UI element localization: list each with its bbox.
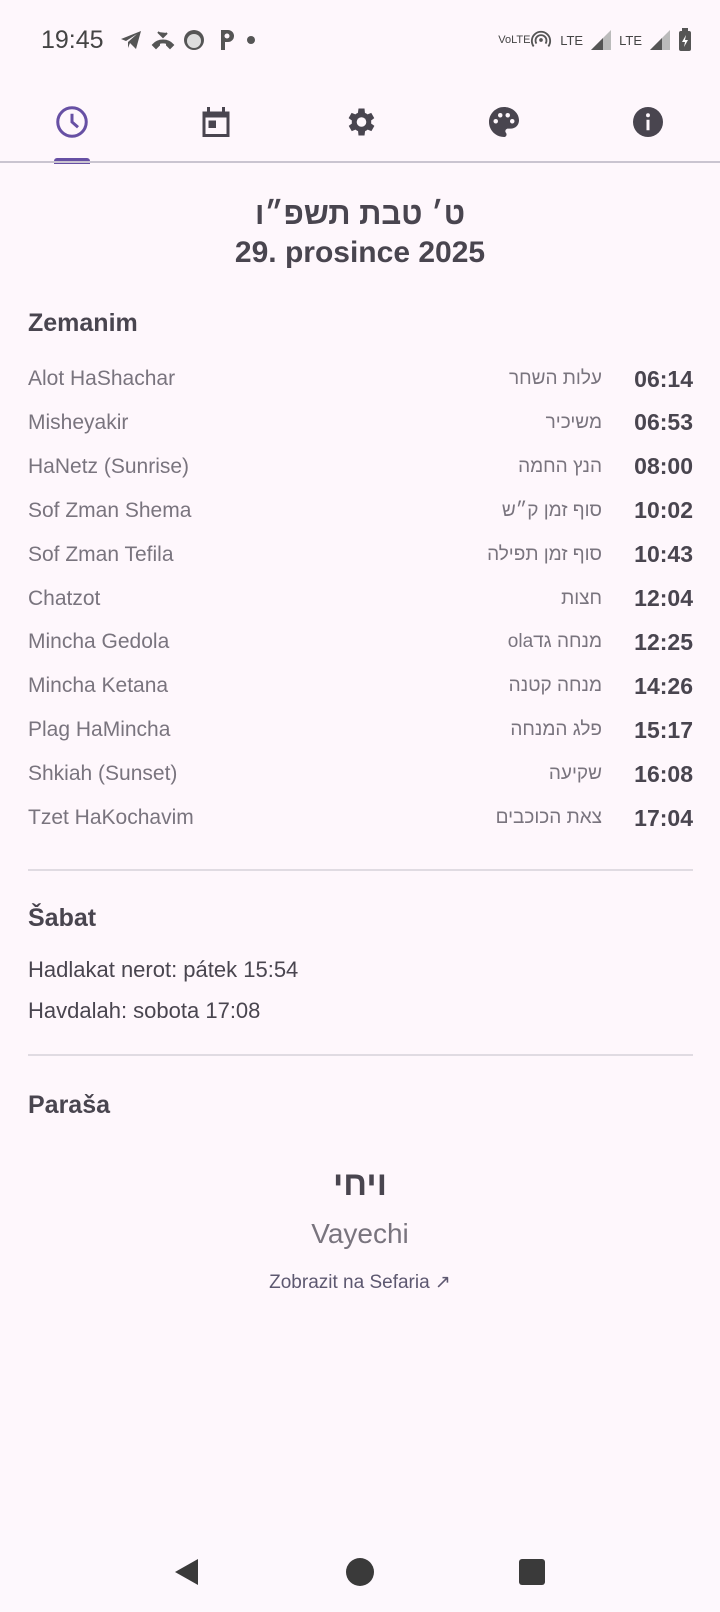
- gregorian-date: 29. prosince 2025: [234, 236, 486, 269]
- back-icon[interactable]: [172, 1557, 202, 1587]
- zman-name: HaNetz (Sunrise): [28, 454, 190, 478]
- zman-hebrew: פלג המנחה: [510, 719, 602, 741]
- zman-name: Shkiah (Sunset): [28, 762, 178, 786]
- havdalah: Havdalah: sobota 17:08: [28, 998, 261, 1023]
- zman-hebrew: משיכיר: [545, 411, 602, 433]
- tab-theme[interactable]: [432, 90, 576, 162]
- hotspot-icon: [531, 30, 552, 47]
- p-app-icon: [221, 30, 234, 50]
- zman-hebrew: עלות השחר: [508, 368, 602, 389]
- zman-name: Tzet HaKochavim: [28, 806, 194, 829]
- zman-name: Mincha Gedola: [28, 630, 170, 654]
- zman-row: Plag HaMincha פלג המנחה 15:17: [28, 708, 693, 752]
- zman-time: 12:04: [634, 585, 693, 611]
- zman-row: HaNetz (Sunrise) הנץ החמה 08:00: [28, 445, 693, 489]
- status-bar: 19:45 VoLTE LTE LTE: [0, 22, 720, 58]
- zman-hebrew: הנץ החמה: [518, 455, 602, 477]
- zman-hebrew: סוף זמן תפילה: [487, 543, 602, 565]
- clock-icon: [56, 106, 88, 138]
- zman-row: Sof Zman Shema סוף זמן ק״ש 10:02: [28, 489, 693, 533]
- recents-icon[interactable]: [518, 1558, 546, 1586]
- signal-icon: [650, 30, 670, 50]
- sefaria-link[interactable]: Zobrazit na Sefaria ↗: [269, 1272, 451, 1293]
- zman-name: Mincha Ketana: [28, 674, 169, 698]
- shabbat-heading: Šabat: [28, 904, 97, 932]
- tab-divider: [0, 161, 720, 163]
- zemanim-heading: Zemanim: [28, 309, 138, 337]
- zman-time: 10:43: [634, 541, 693, 568]
- zman-row: Misheyakir משיכיר 06:53: [28, 401, 693, 445]
- missed-call-icon: [151, 31, 175, 50]
- zman-name: Sof Zman Tefila: [28, 542, 174, 566]
- tab-times[interactable]: [0, 90, 144, 164]
- zman-time: 14:26: [634, 672, 693, 699]
- zman-time: 15:17: [634, 716, 693, 743]
- zman-row: Alot HaShachar עלות השחר 06:14: [28, 357, 693, 401]
- zman-hebrew: מנחה קטנה: [508, 675, 602, 697]
- zman-row: Mincha Gedola מנחה גדola 12:25: [28, 620, 693, 664]
- zman-time: 12:25: [634, 628, 693, 655]
- zman-time: 17:04: [634, 804, 693, 831]
- zman-row: Sof Zman Tefila סוף זמן תפילה 10:43: [28, 533, 693, 577]
- dot-icon: [247, 36, 255, 44]
- status-time: 19:45: [41, 26, 104, 54]
- zman-hebrew: חצות: [561, 587, 602, 609]
- signal-icon: [591, 30, 612, 50]
- volte-label: VoLTE: [498, 33, 531, 46]
- tab-info[interactable]: [576, 90, 720, 162]
- zman-name: Alot HaShachar: [28, 367, 176, 390]
- zman-time: 08:00: [634, 453, 693, 480]
- parasha-hebrew: ויחי: [333, 1165, 387, 1203]
- info-icon: [633, 107, 663, 137]
- parasha-heading: Paraša: [28, 1091, 111, 1119]
- lte-label-2: LTE: [619, 32, 642, 48]
- zman-name: Sof Zman Shema: [28, 498, 192, 522]
- zman-time: 06:53: [634, 409, 693, 436]
- system-nav-bar: [0, 1530, 720, 1612]
- zman-row: Mincha Ketana מנחה קטנה 14:26: [28, 664, 693, 708]
- zman-name: Plag HaMincha: [28, 718, 171, 742]
- zman-hebrew: סוף זמן ק״ש: [501, 499, 602, 521]
- tab-calendar[interactable]: [144, 90, 288, 162]
- zman-row: Tzet HaKochavim צאת הכוכבים 17:04: [28, 796, 693, 840]
- zman-name: Chatzot: [28, 586, 101, 610]
- divider: [28, 1054, 693, 1056]
- parasha-name: Vayechi: [311, 1218, 409, 1249]
- hebrew-date: ט׳ טבת תשפ״ו: [254, 196, 466, 231]
- home-icon[interactable]: [345, 1557, 375, 1587]
- divider: [28, 869, 693, 871]
- zman-time: 16:08: [634, 760, 693, 787]
- zman-hebrew: מנחה גדola: [507, 631, 602, 653]
- palette-icon: [489, 107, 519, 137]
- zman-name: Misheyakir: [28, 410, 129, 434]
- zman-row: Chatzot חצות 12:04: [28, 577, 693, 621]
- zman-time: 10:02: [634, 497, 693, 524]
- zman-time: 06:14: [634, 365, 693, 392]
- zman-hebrew: צאת הכוכבים: [495, 807, 602, 828]
- face-icon: [184, 30, 204, 50]
- gear-icon: [348, 108, 375, 136]
- lte-label-1: LTE: [560, 32, 584, 48]
- battery-charging-icon: [679, 28, 691, 51]
- zman-row: Shkiah (Sunset) שקיעה 16:08: [28, 752, 693, 796]
- tab-settings[interactable]: [288, 90, 432, 162]
- telegram-icon: [121, 31, 141, 49]
- candle-lighting: Hadlakat nerot: pátek 15:54: [28, 957, 299, 982]
- calendar-icon: [202, 107, 230, 137]
- zman-hebrew: שקיעה: [548, 763, 602, 785]
- tab-bar: [0, 90, 720, 164]
